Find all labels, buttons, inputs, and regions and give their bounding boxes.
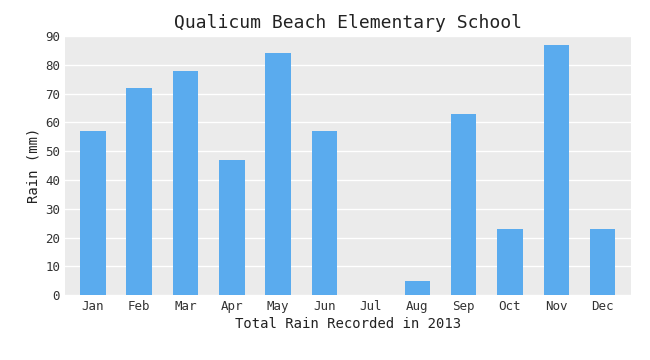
Bar	[543, 45, 569, 295]
Bar	[80, 131, 105, 295]
Bar	[590, 229, 616, 295]
Bar	[265, 53, 291, 295]
Y-axis label: Rain (mm): Rain (mm)	[27, 128, 41, 203]
Bar	[404, 281, 430, 295]
Bar	[497, 229, 523, 295]
Bar	[126, 88, 152, 295]
X-axis label: Total Rain Recorded in 2013: Total Rain Recorded in 2013	[235, 317, 461, 331]
Bar	[451, 114, 476, 295]
Bar	[312, 131, 337, 295]
Bar	[219, 160, 244, 295]
Bar	[173, 71, 198, 295]
Title: Qualicum Beach Elementary School: Qualicum Beach Elementary School	[174, 14, 522, 32]
